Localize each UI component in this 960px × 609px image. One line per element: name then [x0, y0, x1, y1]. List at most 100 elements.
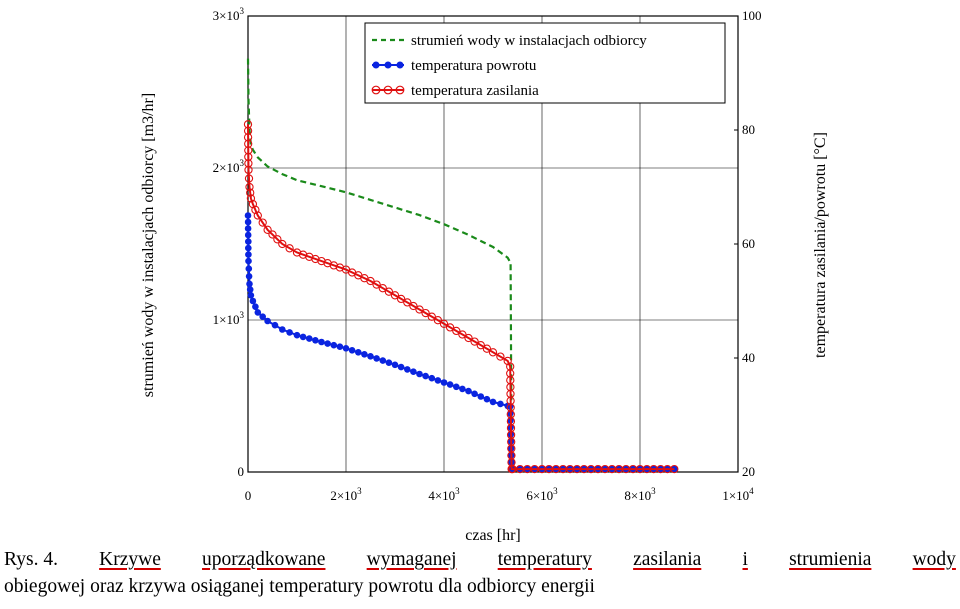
data-point: [477, 393, 485, 400]
data-point: [670, 464, 679, 474]
data-point: [409, 301, 418, 311]
legend-label: temperatura powrotu: [411, 58, 537, 74]
data-point: [439, 319, 449, 328]
data-point: [245, 257, 252, 265]
data-point: [253, 211, 262, 220]
data-point: [446, 381, 454, 388]
series-line: [247, 215, 675, 471]
data-point: [245, 265, 253, 273]
series-line: [247, 124, 675, 471]
data-point: [410, 368, 417, 376]
data-point: [483, 395, 491, 403]
data-point: [244, 174, 254, 183]
data-point: [471, 390, 478, 398]
y-left-tick-label: 0: [238, 464, 245, 479]
series-layer: [243, 58, 679, 474]
legend-entry: temperatura powrotu: [372, 58, 537, 74]
data-point: [390, 291, 400, 300]
data-point: [263, 225, 272, 234]
data-point: [245, 182, 254, 192]
data-point: [422, 372, 429, 380]
data-point: [244, 159, 253, 168]
data-point: [342, 345, 350, 352]
legend: strumień wody w instalacjach odbiorcy tem…: [364, 22, 726, 104]
data-point: [318, 338, 325, 346]
data-point: [361, 351, 368, 358]
x-tick-label: 0: [245, 488, 252, 503]
caption-word-5: zasilania: [633, 549, 702, 570]
data-point: [397, 363, 405, 371]
data-point: [244, 152, 253, 162]
y-right-tick-label: 20: [742, 464, 755, 479]
data-point: [271, 321, 279, 329]
y-right-tick-label: 80: [742, 122, 755, 137]
data-point: [254, 309, 262, 316]
data-point: [416, 370, 423, 378]
y-right-tick-label: 60: [742, 236, 755, 251]
caption-line-2: obiegowej oraz krzywa osiąganej temperat…: [4, 576, 595, 597]
caption-line-1: Rys. 4. Krzywe uporządkowane wymaganej t…: [4, 546, 956, 573]
y-left-tick-labels: 0 1×103 2×103 3×103: [213, 6, 245, 479]
data-point: [278, 239, 287, 249]
data-point: [252, 303, 259, 311]
data-point: [306, 335, 313, 342]
data-point: [367, 353, 374, 360]
data-point: [336, 343, 344, 351]
data-point: [421, 308, 430, 318]
series-2: [244, 212, 678, 473]
data-point: [330, 341, 338, 349]
data-point: [264, 317, 271, 325]
data-point: [385, 359, 393, 367]
data-point: [482, 344, 492, 353]
data-point: [445, 323, 455, 332]
data-point: [378, 284, 387, 293]
data-point: [458, 330, 467, 339]
caption-word-6: i: [742, 549, 748, 570]
data-point: [293, 331, 301, 339]
caption-word-1: Krzywe: [99, 549, 161, 570]
series-line: [246, 58, 675, 472]
caption-label: Rys. 4.: [4, 549, 58, 570]
y-left-axis-label: strumień wody w instalacjach odbiorcy [m…: [140, 93, 157, 397]
data-point: [249, 297, 257, 305]
data-point: [244, 212, 252, 219]
data-point: [286, 329, 293, 336]
data-point: [379, 357, 387, 364]
data-point: [384, 287, 394, 296]
data-point: [243, 126, 253, 135]
data-point: [464, 333, 473, 343]
legend-box: [364, 22, 726, 104]
chart: 0 2×103 4×103 6×103 8×103 1×104 0 1×103 2×103 3×…: [140, 6, 829, 544]
data-point: [259, 313, 267, 321]
legend-marker: [383, 85, 393, 95]
data-point: [279, 326, 286, 333]
data-point: [470, 337, 479, 346]
data-point: [258, 218, 267, 227]
y-right-tick-label: 100: [742, 8, 762, 23]
data-point: [489, 398, 497, 406]
y-right-tick-labels: 20 40 60 80 100: [742, 8, 762, 479]
data-point: [428, 374, 436, 382]
data-point: [324, 340, 331, 347]
data-point: [244, 231, 252, 239]
caption-word-4: temperatury: [497, 549, 592, 570]
x-tick-label: 4×103: [428, 486, 460, 503]
data-point: [251, 205, 260, 214]
caption-word-8: wody: [912, 549, 956, 570]
y-right-axis-label: temperatura zasilania/powrotu [°C]: [812, 132, 829, 358]
data-point: [273, 235, 282, 244]
legend-marker: [372, 61, 380, 69]
data-point: [246, 280, 253, 288]
data-point: [427, 312, 436, 321]
caption-word-3: wymaganej: [366, 549, 457, 570]
data-point: [453, 383, 460, 391]
legend-marker: [396, 61, 404, 69]
data-point: [348, 347, 356, 354]
series-3: [243, 120, 679, 474]
legend-entry: temperatura zasilania: [371, 83, 539, 99]
x-tick-label: 2×103: [330, 486, 362, 503]
data-point: [246, 194, 256, 203]
data-point: [244, 139, 253, 148]
data-point: [247, 292, 255, 299]
legend-label: strumień wody w instalacjach odbiorcy: [411, 33, 647, 49]
